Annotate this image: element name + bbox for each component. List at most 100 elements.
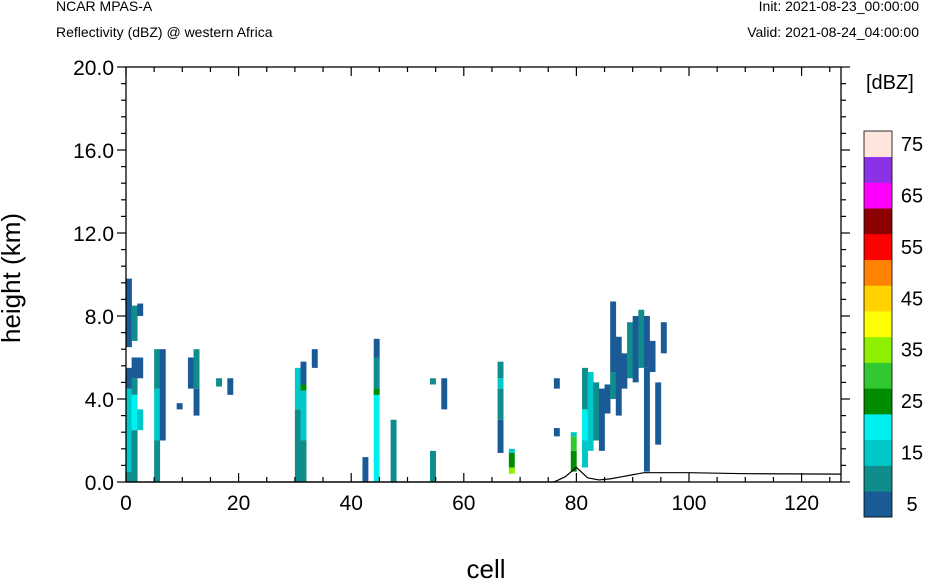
reflectivity-cell <box>154 440 161 482</box>
reflectivity-cell <box>126 471 132 482</box>
x-tick-label: 0 <box>120 492 132 515</box>
x-axis-title: cell <box>466 554 505 580</box>
colorbar-label: 65 <box>901 185 923 207</box>
reflectivity-cell <box>176 403 183 410</box>
reflectivity-cells <box>126 278 667 482</box>
reflectivity-cell <box>131 378 138 395</box>
x-tick-label: 80 <box>565 492 588 515</box>
x-tick-label: 60 <box>452 492 475 515</box>
reflectivity-cell <box>137 303 144 316</box>
reflectivity-cell <box>154 388 161 441</box>
colorbar-frame <box>863 130 893 518</box>
plot-frame <box>125 66 842 483</box>
reflectivity-cell <box>430 450 436 482</box>
reflectivity-cell <box>660 322 667 354</box>
colorbar-unit: [dBZ] <box>866 72 914 94</box>
reflectivity-cell <box>582 440 588 468</box>
colorbar-label: 35 <box>901 340 923 362</box>
colorbar-swatch <box>864 362 892 389</box>
reflectivity-cell <box>497 388 504 420</box>
colorbar-swatch <box>864 388 892 415</box>
y-tick-label: 12.0 <box>73 223 114 246</box>
reflectivity-cell <box>193 388 200 416</box>
reflectivity-cell <box>300 390 307 441</box>
reflectivity-cell <box>604 384 611 414</box>
reflectivity-cell <box>582 367 588 410</box>
colorbar-label: 15 <box>901 443 923 465</box>
reflectivity-cell <box>300 361 307 385</box>
colorbar: 5 15 25 35 45 55 65 75 <box>863 130 923 518</box>
reflectivity-cell <box>131 430 138 482</box>
reflectivity-cell <box>159 399 166 441</box>
reflectivity-cell <box>621 353 628 389</box>
reflectivity-cell <box>373 338 380 358</box>
reflectivity-cell <box>587 372 594 451</box>
colorbar-swatch <box>864 285 892 312</box>
reflectivity-cell <box>131 394 138 431</box>
colorbar-swatch <box>864 491 892 518</box>
valid-time: Valid: 2021-08-24_04:00:00 <box>747 24 919 40</box>
reflectivity-cell <box>610 372 617 399</box>
reflectivity-cell <box>497 419 504 453</box>
reflectivity-cell <box>300 440 307 482</box>
reflectivity-cell <box>137 357 144 379</box>
colorbar-swatch <box>864 414 892 441</box>
field-title: Reflectivity (dBZ) @ western Africa <box>56 24 273 40</box>
reflectivity-cell <box>508 467 515 474</box>
reflectivity-cell <box>570 432 577 437</box>
reflectivity-cell <box>649 340 656 373</box>
y-tick-label: 4.0 <box>85 389 114 412</box>
reflectivity-cell <box>193 349 200 389</box>
reflectivity-cell <box>593 382 600 441</box>
reflectivity-cell <box>187 357 194 389</box>
colorbar-label: 45 <box>901 288 923 310</box>
colorbar-swatch <box>864 182 892 209</box>
x-tick-label: 40 <box>340 492 363 515</box>
reflectivity-cell <box>126 367 132 389</box>
reflectivity-cell <box>216 378 223 387</box>
reflectivity-cell <box>137 409 144 431</box>
reflectivity-cell <box>126 388 132 472</box>
reflectivity-cell <box>227 378 234 395</box>
reflectivity-cell <box>154 349 161 389</box>
reflectivity-cell <box>159 349 166 399</box>
reflectivity-cell <box>441 378 448 410</box>
colorbar-label: 25 <box>901 391 923 413</box>
reflectivity-cell <box>294 367 301 410</box>
colorbar-swatch <box>864 259 892 286</box>
reflectivity-cell <box>508 452 515 468</box>
init-time: Init: 2021-08-23_00:00:00 <box>758 0 919 14</box>
reflectivity-cell <box>390 419 397 482</box>
axis-ticks <box>117 66 850 483</box>
reflectivity-cell <box>598 388 605 451</box>
colorbar-swatch <box>864 465 892 492</box>
reflectivity-cell <box>570 436 577 451</box>
reflectivity-cell <box>300 384 307 391</box>
colorbar-swatch <box>864 233 892 260</box>
reflectivity-cell <box>430 378 436 385</box>
reflectivity-cell <box>610 301 617 373</box>
reflectivity-cell <box>553 428 560 437</box>
reflectivity-cell <box>627 322 633 379</box>
colorbar-label: 55 <box>901 237 923 259</box>
reflectivity-cell <box>126 278 132 348</box>
colorbar-swatch <box>864 156 892 183</box>
reflectivity-cell <box>655 382 662 445</box>
reflectivity-cell <box>497 378 504 389</box>
x-tick-label: 100 <box>671 492 706 515</box>
reflectivity-cell <box>638 309 645 368</box>
colorbar-swatch <box>864 208 892 235</box>
x-tick-label: 20 <box>227 492 250 515</box>
reflectivity-cell <box>570 450 577 472</box>
reflectivity-cell <box>508 448 515 453</box>
reflectivity-cell <box>131 357 138 379</box>
y-tick-label: 8.0 <box>85 306 114 329</box>
reflectivity-cell <box>643 316 650 368</box>
reflectivity-cell <box>643 367 650 472</box>
colorbar-swatch <box>864 336 892 363</box>
model-name: NCAR MPAS-A <box>56 0 153 14</box>
reflectivity-cell <box>373 357 380 389</box>
reflectivity-cell <box>131 305 138 341</box>
reflectivity-cell <box>294 409 301 482</box>
